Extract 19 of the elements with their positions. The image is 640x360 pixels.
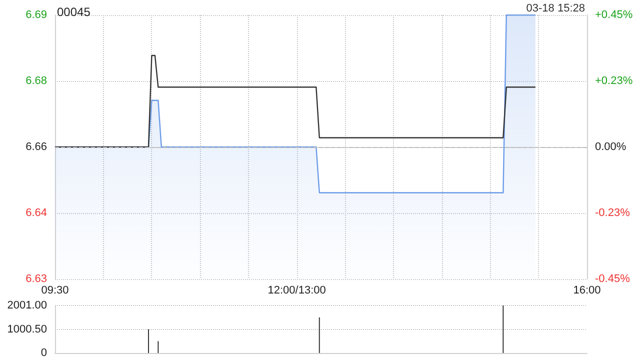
y-tick-label: 6.64 bbox=[26, 207, 47, 219]
y-tick-label: 2001.00 bbox=[7, 300, 47, 312]
x-tick-label: 16:00 bbox=[573, 284, 601, 296]
text: 03-18 15:28 bbox=[526, 2, 585, 14]
y-tick-label: 6.68 bbox=[26, 75, 47, 87]
x-tick-label: 12:00/13:00 bbox=[268, 284, 326, 296]
y2-tick-label: -0.23% bbox=[595, 207, 630, 219]
y-tick-label: 1000.50 bbox=[7, 323, 47, 336]
y2-tick-label: +0.45% bbox=[595, 9, 633, 21]
y-tick-label: 6.66 bbox=[26, 141, 47, 153]
y-tick-label: 6.63 bbox=[26, 273, 47, 285]
y2-tick-label: 0.00% bbox=[595, 141, 626, 153]
y-tick-label: 0 bbox=[40, 347, 47, 359]
y2-tick-label: +0.23% bbox=[595, 75, 633, 87]
y2-tick-label: -0.45% bbox=[595, 273, 630, 285]
x-tick-label: 09:30 bbox=[41, 284, 69, 296]
chart-title: 00045 bbox=[57, 5, 91, 19]
line-series bbox=[54, 54, 536, 148]
y-tick-label: 6.69 bbox=[26, 9, 47, 21]
